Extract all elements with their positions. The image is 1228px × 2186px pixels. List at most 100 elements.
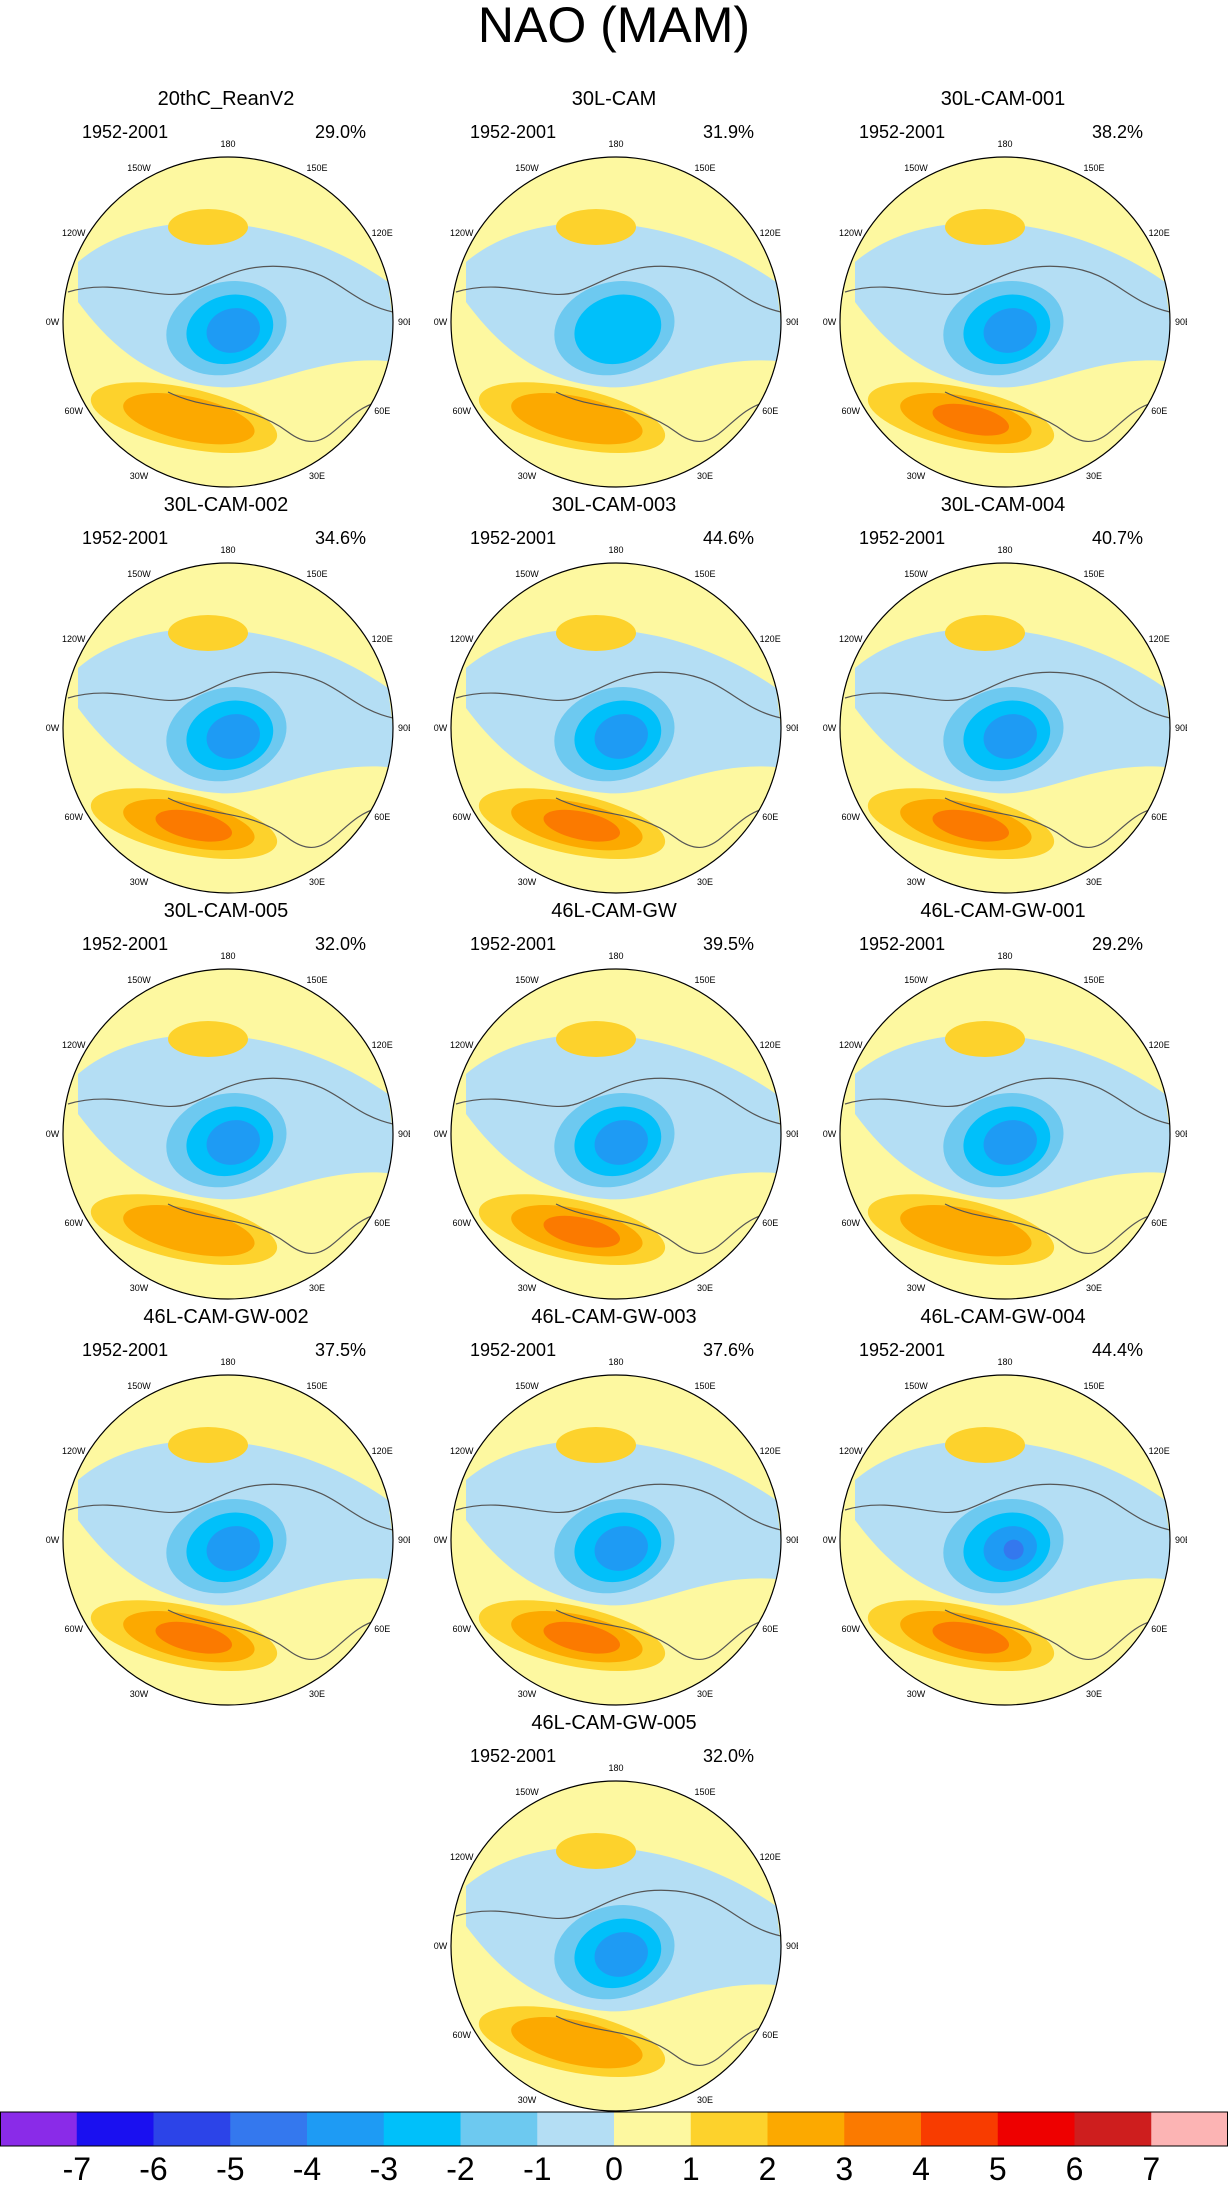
contour-positive-level-3 — [543, 1215, 621, 1248]
longitude-label: 60E — [762, 406, 778, 416]
longitude-label: 120W — [450, 1446, 474, 1456]
longitude-label: 60E — [374, 406, 390, 416]
longitude-label: 30W — [518, 471, 537, 481]
contour-pacific-positive — [556, 1427, 636, 1463]
contour-pacific-positive — [945, 1427, 1025, 1463]
colorbar-swatch — [690, 2112, 768, 2146]
longitude-label: 60E — [762, 1624, 778, 1634]
longitude-label: 90E — [786, 1129, 798, 1139]
longitude-label: 120W — [62, 1040, 86, 1050]
map-boundary — [450, 1780, 782, 2112]
panel-title: 30L-CAM-005 — [163, 900, 289, 922]
longitude-label: 90W — [823, 723, 837, 733]
longitude-label: 120E — [760, 1446, 781, 1456]
panel-years: 1952-2001 — [859, 1340, 946, 1360]
coastlines — [455, 1483, 781, 1660]
longitude-label: 120E — [760, 1040, 781, 1050]
panel-years: 1952-2001 — [82, 528, 169, 548]
longitude-label: 30E — [309, 1689, 325, 1699]
polar-map: 180150E120E90E60E30E030W60W90W120W150W — [434, 1763, 798, 2112]
map-boundary — [62, 562, 394, 894]
coastlines — [844, 265, 1170, 442]
longitude-label: 120W — [450, 1852, 474, 1862]
map-boundary — [62, 1374, 394, 1706]
longitude-label: 90E — [398, 723, 410, 733]
panel-years: 1952-2001 — [859, 528, 946, 548]
longitude-label: 150W — [127, 163, 151, 173]
map-boundary — [839, 968, 1171, 1300]
longitude-label: 150E — [306, 975, 327, 985]
longitude-label: 150E — [694, 1381, 715, 1391]
contour-positive-level-2 — [123, 1205, 255, 1257]
panel-years: 1952-2001 — [82, 122, 169, 142]
longitude-label: 120E — [1149, 1040, 1170, 1050]
longitude-label: 150W — [904, 1381, 928, 1391]
map-boundary — [450, 1374, 782, 1706]
longitude-label: 180 — [997, 545, 1012, 555]
contour-level--4 — [983, 1120, 1037, 1165]
contour-pacific-positive — [556, 615, 636, 651]
map-boundary — [62, 156, 394, 488]
longitude-label: 30W — [518, 1283, 537, 1293]
longitude-label: 150W — [515, 975, 539, 985]
polar-map: 180150E120E90E60E30E030W60W90W120W150W — [46, 545, 410, 894]
panel-years: 1952-2001 — [859, 122, 946, 142]
longitude-label: 120E — [760, 1852, 781, 1862]
longitude-label: 60W — [65, 406, 84, 416]
contour-level--4 — [206, 714, 260, 759]
longitude-label: 120W — [450, 634, 474, 644]
polar-map: 180150E120E90E60E30E030W60W90W120W150W — [823, 545, 1187, 894]
panel-30l-cam-003: 30L-CAM-003 1952-2001 44.6% 180 150E 120E 90E 6… — [434, 494, 798, 894]
longitude-label: 30W — [130, 1689, 149, 1699]
panel-years: 1952-2001 — [470, 934, 557, 954]
colorbar-tick-label: -1 — [523, 2151, 551, 2186]
longitude-label: 30E — [309, 1283, 325, 1293]
longitude-label: 90W — [823, 317, 837, 327]
colorbar-swatch — [844, 2112, 922, 2146]
colorbar-swatch — [614, 2112, 692, 2146]
colorbar-tick-label: 7 — [1142, 2151, 1160, 2186]
map-boundary — [450, 156, 782, 488]
longitude-label: 30W — [907, 1283, 926, 1293]
contour-positive-level-3 — [543, 809, 621, 842]
longitude-label: 60E — [1151, 1624, 1167, 1634]
longitude-label: 120W — [839, 228, 863, 238]
longitude-label: 180 — [608, 139, 623, 149]
longitude-label: 60W — [65, 1218, 84, 1228]
longitude-label: 90E — [786, 317, 798, 327]
longitude-label: 60E — [1151, 1218, 1167, 1228]
longitude-label: 30W — [130, 471, 149, 481]
coastlines — [67, 1483, 393, 1660]
polar-map: 180150E120E90E60E30E030W60W90W120W150W — [823, 139, 1187, 488]
panel-title: 30L-CAM — [571, 88, 657, 110]
colorbar-swatch — [230, 2112, 308, 2146]
colorbar-swatch — [76, 2112, 154, 2146]
figure-title: NAO (MAM) — [477, 0, 751, 53]
longitude-label: 30W — [518, 877, 537, 887]
panel-title: 30L-CAM-001 — [940, 88, 1066, 110]
colorbar-tick-label: -2 — [446, 2151, 474, 2186]
longitude-label: 60E — [1151, 406, 1167, 416]
contour-pacific-positive — [945, 1021, 1025, 1057]
contour-level--3 — [574, 294, 662, 365]
longitude-label: 90E — [398, 317, 410, 327]
contour-positive-level-3 — [543, 1621, 621, 1654]
panel-46l-cam-gw: 46L-CAM-GW 1952-2001 39.5% 180 150E 120E 90E 60… — [434, 900, 798, 1300]
contour-positive-level-2 — [511, 393, 643, 445]
panel-years: 1952-2001 — [859, 934, 946, 954]
longitude-label: 60E — [374, 1624, 390, 1634]
longitude-label: 60E — [762, 812, 778, 822]
panel-title: 20thC_ReanV2 — [157, 88, 295, 110]
longitude-label: 120W — [62, 228, 86, 238]
longitude-label: 120E — [372, 228, 393, 238]
panel-years: 1952-2001 — [470, 1340, 557, 1360]
longitude-label: 60W — [65, 1624, 84, 1634]
longitude-label: 60W — [453, 406, 472, 416]
colorbar-tick-label: 1 — [682, 2151, 700, 2186]
longitude-label: 120E — [1149, 1446, 1170, 1456]
colorbar-swatch — [153, 2112, 231, 2146]
longitude-label: 90E — [786, 723, 798, 733]
map-boundary — [839, 562, 1171, 894]
longitude-label: 30E — [1086, 471, 1102, 481]
longitude-label: 150W — [127, 569, 151, 579]
